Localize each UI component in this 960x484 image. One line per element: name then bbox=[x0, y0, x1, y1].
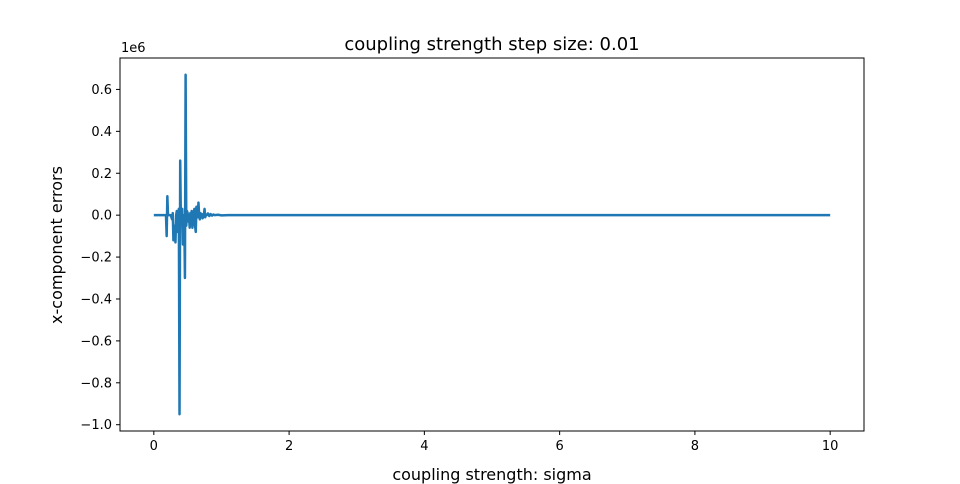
y-tick-label: −0.2 bbox=[80, 251, 112, 266]
y-tick-label: −0.4 bbox=[80, 292, 112, 307]
chart-title: coupling strength step size: 0.01 bbox=[344, 34, 639, 55]
x-tick-label: 4 bbox=[420, 439, 428, 454]
x-tick-label: 10 bbox=[822, 439, 839, 454]
y-axis-ticks: −1.0 −0.8 −0.6 −0.4 −0.2 0.0 0.2 0.4 0.6 bbox=[80, 83, 120, 433]
series-layer bbox=[153, 73, 831, 416]
x-tick-label: 6 bbox=[555, 439, 563, 454]
y-tick-label: 0.6 bbox=[91, 83, 112, 98]
y-tick-label: 0.0 bbox=[91, 209, 112, 224]
y-tick-label: −0.8 bbox=[80, 376, 112, 391]
y-tick-label: 0.2 bbox=[91, 167, 112, 182]
y-axis-label: x-component errors bbox=[47, 166, 66, 324]
plot-area-frame bbox=[119, 57, 865, 432]
x-axis-label: coupling strength: sigma bbox=[392, 465, 591, 484]
y-offset-label: 1e6 bbox=[121, 41, 146, 56]
x-tick-label: 2 bbox=[285, 439, 293, 454]
x-axis-ticks: 0 2 4 6 8 10 bbox=[150, 431, 839, 454]
series-line bbox=[153, 73, 831, 416]
x-tick-label: 8 bbox=[691, 439, 699, 454]
y-tick-label: −0.6 bbox=[80, 334, 112, 349]
y-tick-label: −1.0 bbox=[80, 418, 112, 433]
y-tick-label: 0.4 bbox=[91, 125, 112, 140]
x-tick-label: 0 bbox=[150, 439, 158, 454]
